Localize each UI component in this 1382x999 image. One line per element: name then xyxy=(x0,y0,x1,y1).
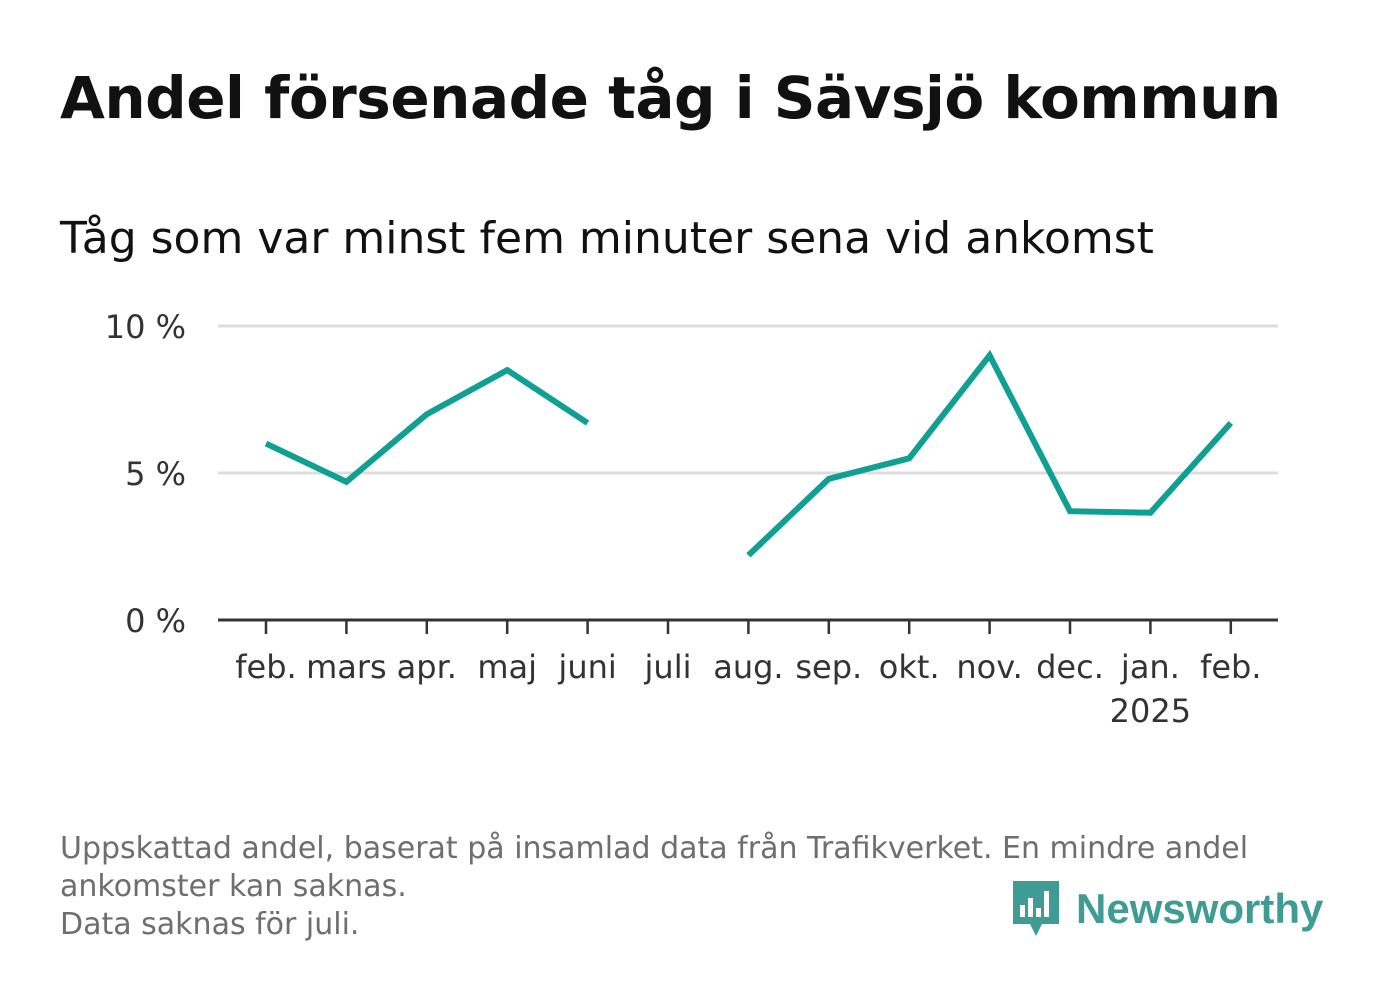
x-tick-label: feb. xyxy=(235,648,296,686)
x-tick-label: apr. xyxy=(397,648,457,686)
x-tick-label: juni xyxy=(557,648,616,686)
y-tick-label: 10 % xyxy=(105,308,186,346)
gridlines xyxy=(218,324,1278,475)
y-tick-label: 5 % xyxy=(125,455,186,493)
chart-title: Andel försenade tåg i Sävsjö kommun xyxy=(60,64,1281,132)
x-tick-label: sep. xyxy=(795,648,862,686)
x-axis xyxy=(218,618,1278,634)
y-tick-label: 0 % xyxy=(125,602,186,640)
x-tick-label: aug. xyxy=(713,648,783,686)
x-tick-label: mars xyxy=(306,648,387,686)
x-tick-label: juli xyxy=(644,648,692,686)
x-tick-label: maj xyxy=(477,648,537,686)
x-tick-label: feb. xyxy=(1200,648,1261,686)
chart-subtitle: Tåg som var minst fem minuter sena vid a… xyxy=(60,213,1154,264)
brand-logo: Newsworthy xyxy=(1010,878,1323,940)
data-series xyxy=(264,349,1234,558)
x-axis-tick-labels: feb. mars apr. maj juni juli aug. sep. okt. nov. d… xyxy=(235,648,1261,730)
x-tick-label: jan. xyxy=(1120,648,1180,686)
x-tick-label: okt. xyxy=(879,648,940,686)
brand-name: Newsworthy xyxy=(1076,885,1324,932)
y-axis-tick-labels: 0 % 5 % 10 % xyxy=(105,308,186,640)
footnote-line-1: Uppskattad andel, baserat på insamlad da… xyxy=(60,831,1249,866)
footnote-line-3: Data saknas för juli. xyxy=(60,907,360,942)
footnote-line-2: ankomster kan saknas. xyxy=(60,869,407,904)
x-tick-label: dec. xyxy=(1036,648,1104,686)
footnote: Uppskattad andel, baserat på insamlad da… xyxy=(60,830,1320,944)
newsworthy-logo-icon xyxy=(1013,881,1059,936)
x-tick-label: nov. xyxy=(956,648,1022,686)
line-chart: 0 % 5 % 10 % feb. mars apr. maj juni juli aug. se… xyxy=(105,308,1278,730)
series-line-segment xyxy=(746,349,1234,558)
x-year-label: 2025 xyxy=(1110,692,1191,730)
series-line-segment xyxy=(264,366,590,486)
